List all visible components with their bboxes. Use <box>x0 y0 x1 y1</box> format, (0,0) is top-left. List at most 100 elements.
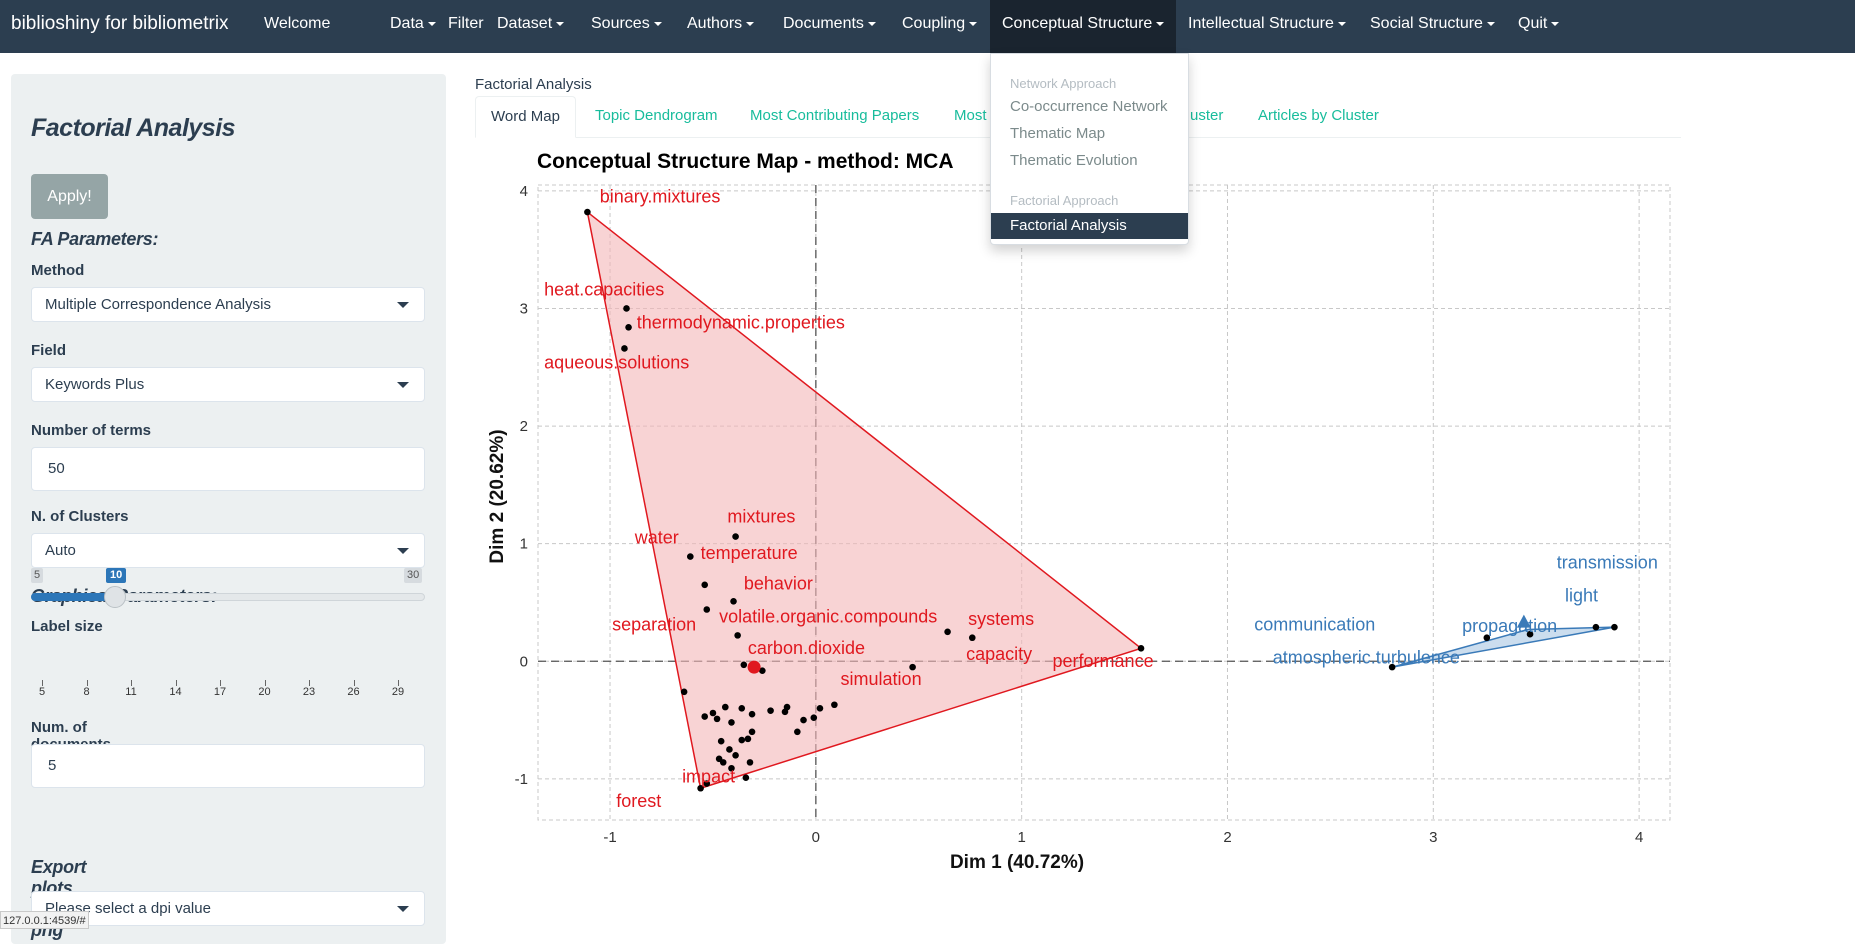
x-axis-label: Dim 1 (40.72%) <box>950 852 1084 873</box>
point-label: forest <box>616 791 661 811</box>
nav-sources[interactable]: Sources <box>579 0 674 53</box>
y-tick-label: 1 <box>520 536 528 553</box>
data-point <box>1526 630 1534 638</box>
data-point <box>730 597 737 605</box>
nav-documents[interactable]: Documents <box>771 0 888 53</box>
num-documents-input[interactable]: 5 <box>31 744 425 788</box>
point-label: communication <box>1254 615 1375 635</box>
dpi-select[interactable]: Please select a dpi value <box>31 891 425 926</box>
tab-documents-by-cluster[interactable]: uster <box>1190 107 1224 124</box>
data-point <box>1483 634 1491 642</box>
clusters-select[interactable]: Auto <box>31 533 425 568</box>
nav-social-structure[interactable]: Social Structure <box>1358 0 1507 53</box>
data-point <box>734 632 741 639</box>
point-label: binary.mixtures <box>600 187 721 207</box>
data-point <box>726 746 733 753</box>
tab-articles-by-cluster[interactable]: Articles by Cluster <box>1258 107 1379 124</box>
data-point <box>701 581 709 589</box>
nav-intellectual-structure[interactable]: Intellectual Structure <box>1176 0 1358 53</box>
slider-max: 30 <box>404 568 423 583</box>
number-of-terms-input[interactable]: 50 <box>31 447 425 491</box>
point-label: atmospheric.turbulence <box>1273 648 1460 668</box>
chevron-down-icon <box>397 548 409 554</box>
point-label: aqueous.solutions <box>544 352 689 372</box>
method-value: Multiple Correspondence Analysis <box>45 296 271 313</box>
data-point <box>728 719 735 726</box>
point-label: impact <box>682 766 735 786</box>
point-label: capacity <box>966 644 1032 664</box>
slider-tick-label: 20 <box>258 686 271 698</box>
label-size-label: Label size <box>31 618 103 635</box>
data-point <box>728 764 735 772</box>
slider-tick <box>42 680 43 686</box>
data-point <box>767 707 774 714</box>
caret-down-icon <box>867 21 876 26</box>
nav-dataset[interactable]: Dataset <box>485 0 576 53</box>
nav-welcome[interactable]: Welcome <box>252 0 342 53</box>
data-point <box>816 704 824 712</box>
data-point <box>703 780 711 787</box>
chevron-down-icon <box>397 302 409 308</box>
nav-filter[interactable]: Filter <box>436 0 496 53</box>
chevron-down-icon <box>397 382 409 388</box>
point-label: transmission <box>1557 552 1658 572</box>
data-point <box>738 704 746 712</box>
slider-tick <box>309 680 310 686</box>
nav-authors[interactable]: Authors <box>675 0 766 53</box>
point-label: volatile.organic.compounds <box>719 606 937 626</box>
number-of-terms-label: Number of terms <box>31 422 152 439</box>
slider-tick <box>175 680 177 686</box>
data-point <box>909 663 916 671</box>
tab-word-map[interactable]: Word Map <box>475 96 576 138</box>
slider-tick-label: 29 <box>391 686 405 698</box>
menu-thematic-map[interactable]: Thematic Map <box>1010 125 1106 142</box>
data-point <box>701 713 709 720</box>
point-label: separation <box>612 615 696 635</box>
nav-conceptual-structure[interactable]: Conceptual Structure <box>990 0 1177 53</box>
point-label: water <box>634 528 679 548</box>
menu-factorial-analysis[interactable]: Factorial Analysis <box>991 213 1188 239</box>
method-select[interactable]: Multiple Correspondence Analysis <box>31 287 425 322</box>
data-point <box>732 752 739 759</box>
label-size-slider-handle[interactable] <box>104 586 126 608</box>
status-url: 127.0.0.1:4539/# <box>0 911 89 929</box>
data-point <box>703 606 711 613</box>
data-point <box>794 728 801 736</box>
page-title: Factorial Analysis <box>475 76 592 93</box>
tab-most-contributing-papers[interactable]: Most Contributing Papers <box>750 107 920 124</box>
point-label: heat.capacities <box>544 280 664 300</box>
slider-tick-label: 23 <box>302 686 316 698</box>
point-label: behavior <box>744 574 813 594</box>
data-point <box>748 728 756 736</box>
field-select[interactable]: Keywords Plus <box>31 367 425 402</box>
nav-coupling[interactable]: Coupling <box>890 0 989 53</box>
data-point <box>810 714 818 721</box>
data-point <box>625 323 632 331</box>
menu-co-occurrence-network[interactable]: Co-occurrence Network <box>1010 98 1168 115</box>
nav-quit[interactable]: Quit <box>1506 0 1571 53</box>
data-point <box>687 553 694 560</box>
caret-down-icon <box>969 21 978 26</box>
slider-value: 10 <box>106 568 127 583</box>
field-value: Keywords Plus <box>45 376 145 393</box>
tab-topic-dendrogram[interactable]: Topic Dendrogram <box>595 107 718 124</box>
brand-title[interactable]: biblioshiny for bibliometrix <box>11 13 229 34</box>
slider-tick <box>353 680 355 686</box>
nav-data[interactable]: Data <box>378 0 448 53</box>
slider-min: 5 <box>31 568 44 583</box>
data-point <box>800 716 807 724</box>
plot-panel <box>537 184 1671 821</box>
menu-thematic-evolution[interactable]: Thematic Evolution <box>1010 152 1138 169</box>
data-point <box>783 703 791 711</box>
data-point <box>744 735 752 743</box>
slider-tick <box>220 680 221 686</box>
data-point <box>944 628 951 636</box>
apply-button[interactable]: Apply! <box>31 174 108 219</box>
dropdown-header-network: Network Approach <box>1010 76 1117 91</box>
fa-parameters-heading: FA Parameters: <box>31 229 159 249</box>
conceptual-structure-map: Conceptual Structure Map - method: MCA -1… <box>487 150 1671 873</box>
slider-tick <box>398 680 399 686</box>
slider-tick <box>131 680 132 686</box>
tab-most-cited-papers[interactable]: Most <box>954 107 987 124</box>
caret-down-icon <box>1156 21 1165 26</box>
